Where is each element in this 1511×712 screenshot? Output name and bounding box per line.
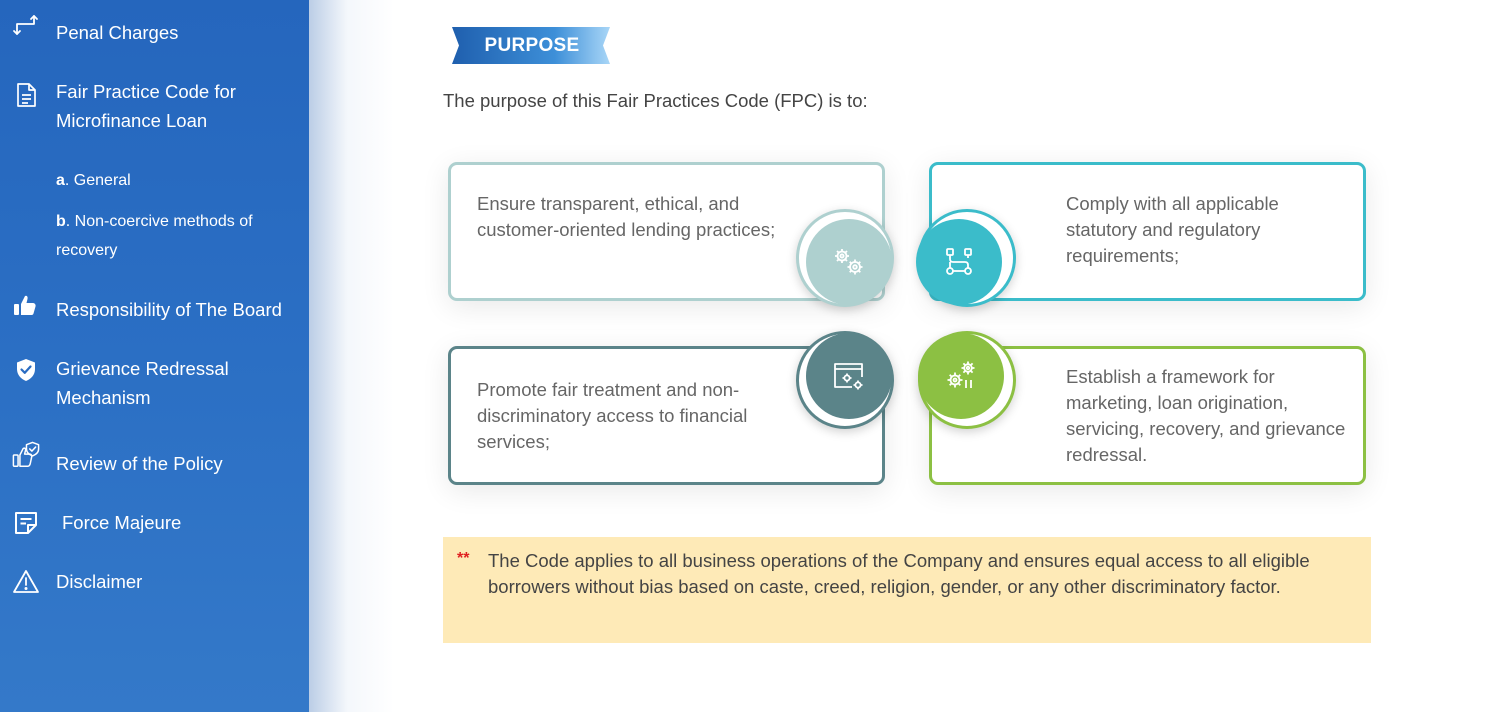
sidebar: Penal Charges Fair Practice Code for Mic… — [0, 0, 309, 712]
sidebar-item-label: Fair Practice Code for Microfinance Loan — [56, 81, 236, 131]
purpose-card-4-text: Establish a framework for marketing, loa… — [1066, 366, 1346, 465]
sidebar-item-grievance-redressal[interactable]: Grievance Redressal Mechanism — [0, 354, 309, 414]
browser-settings-circle — [796, 331, 894, 429]
warning-icon — [12, 568, 40, 596]
purpose-card-1-text: Ensure transparent, ethical, and custome… — [477, 193, 776, 240]
sidebar-item-label: Responsibility of The Board — [56, 299, 282, 320]
transfer-arrows-icon — [12, 12, 40, 40]
document-icon — [12, 81, 40, 109]
subitem-label: . Non-coercive methods of recovery — [56, 213, 253, 259]
subitem-label: . General — [64, 172, 131, 189]
note-edit-icon — [12, 509, 40, 537]
sidebar-item-label: Review of the Policy — [56, 453, 223, 474]
sidebar-item-responsibility-board[interactable]: Responsibility of The Board — [0, 295, 309, 325]
sidebar-item-label: Disclaimer — [56, 571, 143, 592]
purpose-card-3-text: Promote fair treatment and non-discrimin… — [477, 379, 748, 452]
workflow-circle — [916, 209, 1016, 307]
intro-text: The purpose of this Fair Practices Code … — [443, 90, 868, 111]
sidebar-item-label: Penal Charges — [56, 22, 179, 43]
sidebar-item-review-policy[interactable]: Review of the Policy — [0, 441, 309, 479]
purpose-card-2-text: Comply with all applicable statutory and… — [1066, 193, 1279, 266]
purpose-badge-label: PURPOSE — [484, 35, 580, 56]
sidebar-item-penal-charges[interactable]: Penal Charges — [0, 15, 309, 48]
purpose-badge: PURPOSE — [452, 27, 610, 64]
sidebar-subitem-non-coercive[interactable]: b. Non-coercive methods of recovery — [56, 207, 291, 265]
note-box: ** The Code applies to all business oper… — [443, 537, 1371, 643]
browser-settings-icon — [834, 363, 863, 390]
sidebar-item-label: Force Majeure — [62, 512, 182, 533]
gears-bars-circle — [916, 331, 1016, 429]
thumbs-up-shield-icon — [12, 441, 40, 469]
gears-circle — [796, 209, 894, 307]
thumbs-up-icon — [12, 292, 40, 320]
gears-bars-icon — [947, 361, 975, 388]
gears-icon — [835, 249, 863, 275]
sidebar-shadow — [309, 0, 394, 712]
workflow-icon — [946, 248, 972, 275]
shield-check-icon — [12, 356, 40, 384]
sidebar-subitem-general[interactable]: a. General — [56, 166, 291, 195]
sidebar-item-disclaimer[interactable]: Disclaimer — [0, 567, 309, 597]
subitem-marker: a — [56, 172, 65, 189]
subitem-marker: b — [56, 213, 66, 230]
note-text: The Code applies to all business operati… — [488, 550, 1310, 597]
sidebar-item-force-majeure[interactable]: Force Majeure — [0, 508, 309, 538]
sidebar-item-label: Grievance Redressal Mechanism — [56, 358, 229, 408]
sidebar-item-fair-practice-code[interactable]: Fair Practice Code for Microfinance Loan — [0, 77, 309, 137]
note-stars: ** — [457, 550, 470, 567]
